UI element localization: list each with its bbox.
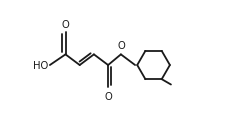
Text: O: O	[104, 91, 112, 101]
Text: O: O	[62, 20, 69, 30]
Text: O: O	[117, 41, 125, 51]
Text: HO: HO	[33, 61, 49, 70]
